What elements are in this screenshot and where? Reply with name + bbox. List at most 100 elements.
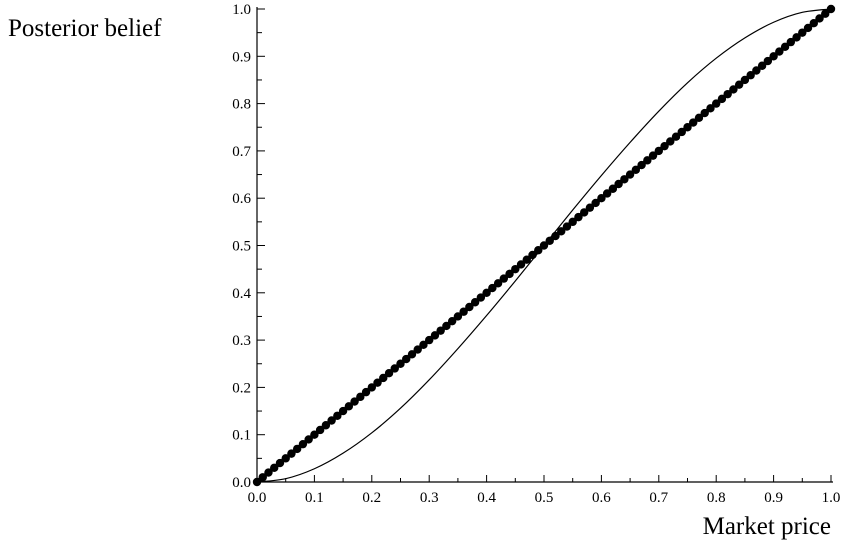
data-point xyxy=(367,383,376,392)
data-point xyxy=(470,298,480,307)
data-point xyxy=(534,246,543,255)
data-point xyxy=(591,198,600,208)
data-point xyxy=(654,146,663,156)
data-point xyxy=(620,175,629,184)
y-axis-title: Posterior belief xyxy=(8,15,162,42)
y-tick-label: 0.5 xyxy=(232,239,251,255)
data-point xyxy=(373,378,382,387)
data-point xyxy=(275,458,285,468)
data-point xyxy=(671,132,681,141)
data-point xyxy=(729,85,738,94)
data-point xyxy=(809,18,818,28)
data-point xyxy=(637,160,646,170)
data-point xyxy=(482,288,491,297)
data-point xyxy=(712,99,721,108)
x-tick-label: 0.1 xyxy=(305,490,324,506)
data-point xyxy=(648,151,658,160)
data-point xyxy=(585,203,595,212)
data-point xyxy=(436,326,445,335)
y-tick-label: 1.0 xyxy=(232,2,251,18)
data-point xyxy=(625,170,635,179)
axes xyxy=(256,7,833,483)
data-point xyxy=(557,227,566,236)
data-point xyxy=(315,425,325,435)
data-point xyxy=(476,293,486,302)
data-point xyxy=(493,279,503,288)
data-point xyxy=(597,194,606,203)
data-point xyxy=(344,402,354,411)
y-tick-label: 0.8 xyxy=(232,97,251,113)
y-tick-label: 0.4 xyxy=(232,286,251,302)
data-point xyxy=(442,321,451,331)
data-point xyxy=(281,454,290,463)
data-point xyxy=(361,387,371,397)
x-tick-label: 0.7 xyxy=(649,490,668,506)
x-tick-label: 0.8 xyxy=(707,490,726,506)
data-point xyxy=(660,141,669,151)
data-point xyxy=(321,421,331,430)
series-2 xyxy=(256,8,832,483)
data-point xyxy=(488,283,497,293)
data-point xyxy=(734,80,744,89)
x-tick-label: 0.3 xyxy=(420,490,439,506)
series-line xyxy=(256,8,832,483)
data-point xyxy=(643,156,652,165)
data-point xyxy=(350,397,359,406)
data-point xyxy=(453,312,463,321)
data-point xyxy=(769,52,778,61)
data-point xyxy=(694,113,704,122)
y-tick-label: 0.9 xyxy=(232,49,251,65)
data-point xyxy=(465,302,474,312)
ticks: 0.0 0.1 0.2 0.3 0.4 0.5 0.6 0.7 0.8 0.9 1.0 0.0 0.1 0… xyxy=(232,2,840,506)
data-point xyxy=(666,137,675,146)
y-tick-label: 0.3 xyxy=(232,333,251,349)
data-point xyxy=(775,47,784,56)
y-tick-label: 0.6 xyxy=(232,191,251,207)
data-point xyxy=(752,66,761,75)
data-point xyxy=(407,350,417,359)
data-point xyxy=(757,61,767,70)
data-point xyxy=(516,260,526,269)
data-point xyxy=(447,316,457,326)
data-point xyxy=(700,108,709,118)
data-point xyxy=(545,236,554,245)
data-point xyxy=(499,274,509,283)
data-point xyxy=(390,364,399,373)
data-point xyxy=(270,463,279,473)
data-point xyxy=(740,75,750,85)
data-point xyxy=(258,473,267,482)
data-point xyxy=(631,165,641,175)
data-point xyxy=(717,94,727,104)
data-point xyxy=(821,9,830,18)
x-tick-label: 0.9 xyxy=(764,490,783,506)
data-point xyxy=(608,184,618,193)
data-point xyxy=(568,217,577,227)
data-point xyxy=(689,118,698,127)
series-layer xyxy=(252,4,836,487)
data-point xyxy=(304,435,313,444)
x-tick-label: 0.5 xyxy=(535,490,554,506)
data-point xyxy=(459,307,468,316)
data-point xyxy=(425,335,434,345)
data-point xyxy=(815,14,824,23)
data-point xyxy=(419,340,428,350)
x-tick-label: 0.4 xyxy=(477,490,496,506)
data-point xyxy=(677,127,686,137)
y-tick-label: 0.2 xyxy=(232,380,251,396)
data-point xyxy=(356,392,365,402)
data-point xyxy=(602,189,612,198)
y-tick-label: 0.1 xyxy=(232,428,251,444)
y-tick-label: 0.7 xyxy=(232,144,251,160)
data-point xyxy=(803,23,813,33)
data-point xyxy=(786,37,796,47)
data-point xyxy=(292,444,302,454)
data-point xyxy=(614,179,623,189)
data-point xyxy=(792,33,801,42)
x-tick-label: 0.2 xyxy=(362,490,381,506)
data-point xyxy=(384,369,394,378)
x-tick-label: 1.0 xyxy=(822,490,841,506)
data-point xyxy=(264,468,273,477)
data-point xyxy=(505,269,514,279)
data-point xyxy=(413,345,422,354)
